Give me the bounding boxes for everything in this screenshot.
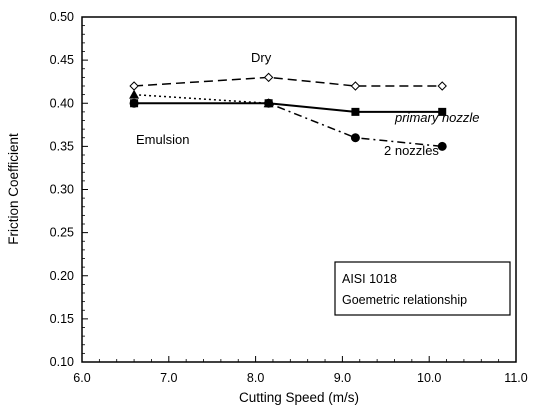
- y-axis: 0.10 0.15 0.20 0.25 0.30 0.35 0.40 0.45 0.50: [50, 10, 88, 369]
- legend-line-2: Goemetric relationship: [342, 293, 467, 307]
- data-point-2-nozzles: [129, 98, 139, 108]
- data-point-2-nozzles: [264, 98, 274, 108]
- y-tick-label: 0.25: [50, 226, 74, 240]
- x-tick-label: 10.0: [417, 371, 441, 385]
- x-tick-label: 6.0: [73, 371, 90, 385]
- series-line-2-nozzles: [134, 102, 443, 148]
- x-tick-label: 8.0: [247, 371, 264, 385]
- y-tick-label: 0.30: [50, 183, 74, 197]
- series-lines: [134, 76, 443, 148]
- y-tick-label: 0.10: [50, 355, 74, 369]
- legend-line-1: AISI 1018: [342, 272, 397, 286]
- legend-box: AISI 1018 Goemetric relationship: [334, 261, 511, 316]
- y-tick-label: 0.20: [50, 269, 74, 283]
- y-tick-label: 0.40: [50, 96, 74, 110]
- x-axis: 6.0 7.0 8.0 9.0 10.0 11.0: [73, 356, 528, 385]
- y-tick-label: 0.50: [50, 10, 74, 24]
- data-point-2-nozzles: [437, 141, 447, 151]
- series-label-emulsion: Emulsion: [136, 132, 189, 147]
- x-tick-label: 9.0: [334, 371, 351, 385]
- series-label-2-nozzles: 2 nozzles: [384, 143, 439, 158]
- y-axis-label: Friction Coefficient: [6, 133, 21, 245]
- x-axis-label: Cutting Speed (m/s): [239, 390, 359, 405]
- series-markers: [129, 72, 447, 151]
- data-point-dry: [350, 81, 361, 91]
- data-point-primary-nozzle: [438, 107, 447, 116]
- x-tick-label: 7.0: [160, 371, 177, 385]
- y-tick-label: 0.15: [50, 312, 74, 326]
- data-point-2-nozzles: [350, 133, 360, 143]
- y-tick-label: 0.35: [50, 139, 74, 153]
- y-tick-label: 0.45: [50, 53, 74, 67]
- series-label-primary-nozzle: primary nozzle: [394, 110, 480, 125]
- data-point-emulsion: [129, 89, 140, 99]
- data-point-dry: [263, 72, 274, 83]
- x-tick-label: 11.0: [504, 371, 527, 385]
- data-point-primary-nozzle: [351, 107, 360, 116]
- series-label-dry: Dry: [251, 50, 272, 65]
- data-point-dry: [437, 81, 447, 91]
